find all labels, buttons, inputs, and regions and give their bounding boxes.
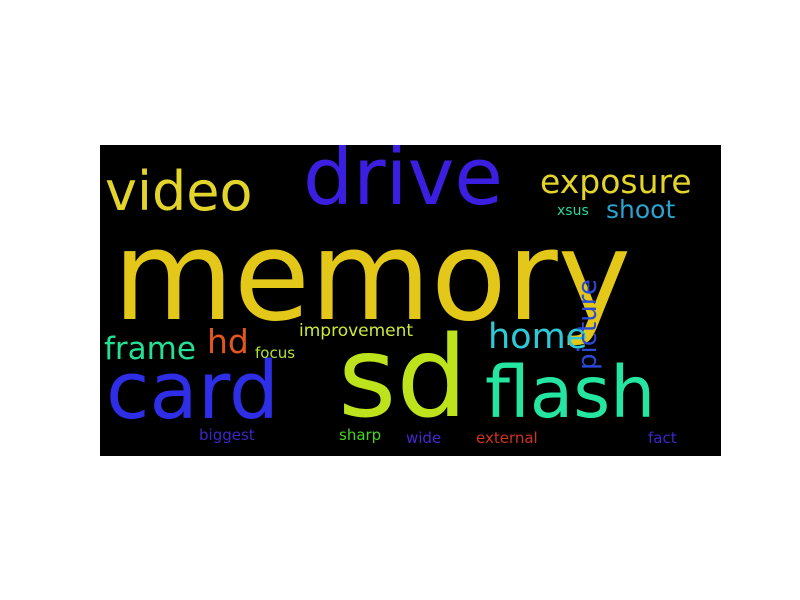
word-sd: sd [338, 313, 468, 443]
word-external: external [476, 429, 538, 447]
word-improvement: improvement [299, 321, 414, 341]
word-flash: flash [485, 351, 656, 434]
word-shoot: shoot [606, 195, 676, 224]
word-xsus: xsus [557, 203, 589, 219]
word-video: video [105, 160, 253, 223]
word-fact: fact [648, 429, 677, 447]
word-wide: wide [406, 429, 442, 447]
word-sharp: sharp [339, 426, 382, 444]
word-drive: drive [303, 145, 503, 223]
word-cloud: memory sd card drive flash video exposur… [100, 145, 721, 456]
word-home: home [488, 317, 588, 357]
word-biggest: biggest [199, 426, 255, 444]
word-exposure: exposure [540, 162, 692, 201]
word-card: card [106, 345, 280, 437]
word-hd: hd [207, 322, 249, 361]
word-focus: focus [255, 344, 296, 362]
word-frame: frame [104, 331, 196, 367]
word-memory: memory [113, 205, 632, 349]
word-picture: picture [573, 279, 603, 370]
